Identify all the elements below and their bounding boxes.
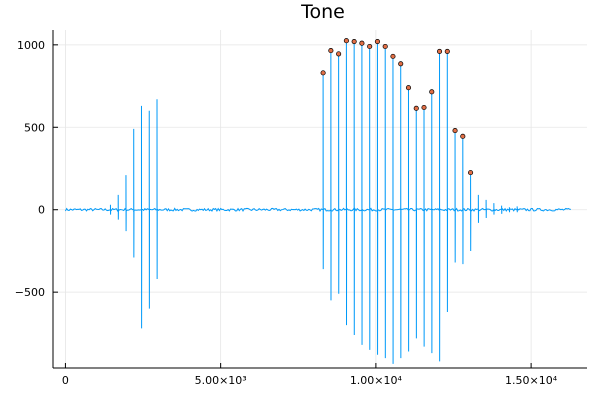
peak-marker — [374, 38, 380, 45]
y-tick-label: 1000 — [17, 39, 45, 52]
peak-marker — [444, 48, 450, 54]
x-tick-label: 1.50×10⁴ — [505, 374, 558, 387]
peak-marker — [452, 128, 458, 134]
peak-marker — [398, 61, 404, 67]
peak-marker — [413, 105, 419, 111]
peak-marker — [359, 40, 365, 46]
peak-marker — [460, 133, 466, 139]
signal-series — [64, 40, 571, 364]
x-axis-ticks: 0 5.00×10³ 1.00×10⁴ 1.50×10⁴ — [62, 363, 558, 387]
peak-marker — [436, 48, 443, 54]
axes — [52, 30, 587, 369]
peak-marker — [320, 70, 326, 76]
peak-marker — [343, 38, 349, 44]
peak-marker — [429, 89, 435, 95]
x-tick-label: 5.00×10³ — [195, 374, 247, 387]
peak-marker — [336, 51, 342, 57]
y-tick-label: 0 — [38, 204, 45, 217]
chart-title: Tone — [300, 1, 345, 23]
peak-markers — [320, 38, 474, 176]
x-tick-label: 1.00×10⁴ — [350, 374, 403, 387]
peak-marker — [421, 104, 427, 111]
y-axis-ticks: −500 0 500 1000 — [15, 39, 58, 299]
x-tick-label: 0 — [62, 374, 69, 387]
peak-marker — [405, 85, 412, 91]
y-tick-label: 500 — [24, 121, 45, 134]
peak-marker — [328, 48, 334, 54]
peak-marker — [390, 53, 396, 59]
peak-marker — [468, 170, 474, 176]
peak-marker — [351, 38, 357, 45]
grid — [53, 30, 587, 368]
y-tick-label: −500 — [15, 286, 45, 299]
signal-line — [64, 40, 571, 364]
peak-marker — [367, 43, 373, 50]
peak-marker — [382, 43, 388, 50]
